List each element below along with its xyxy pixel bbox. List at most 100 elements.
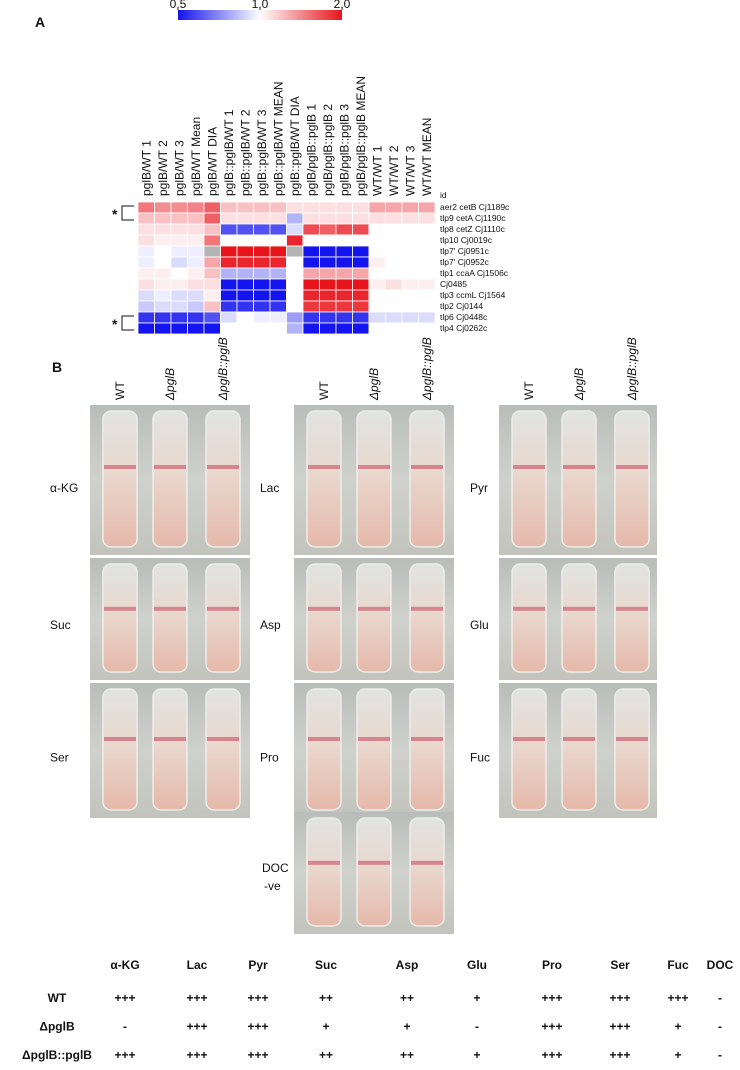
heatmap-cell (253, 278, 271, 291)
heatmap-cell (236, 245, 254, 258)
tube (356, 688, 392, 811)
table-cell: +++ (186, 1020, 207, 1034)
strain-label: ΔpglB (163, 368, 177, 401)
heatmap-cell (187, 234, 205, 247)
heatmap-cell (352, 256, 370, 269)
strain-label: WT (522, 381, 536, 400)
heatmap-cell (187, 212, 205, 225)
heatmap-cell (368, 256, 386, 269)
substrate-label: Ser (50, 750, 69, 764)
heatmap-cell (352, 201, 370, 214)
tube (102, 563, 138, 673)
heatmap-cell (253, 245, 271, 258)
heatmap-cell (137, 234, 155, 247)
column-label: pglB/WT 3 (172, 140, 186, 196)
heatmap-cell (319, 256, 337, 269)
heatmap-cell (203, 300, 221, 313)
heatmap-cell (352, 245, 370, 258)
table-cell: + (322, 1020, 329, 1034)
heatmap-cell (385, 256, 403, 269)
table-cell: +++ (541, 1048, 562, 1062)
table-cell: - (718, 991, 722, 1005)
pink-band (513, 737, 545, 741)
heatmap-cell (319, 201, 337, 214)
heatmap-cell (220, 256, 238, 269)
missing-cell (203, 245, 221, 258)
heatmap-cell (203, 234, 221, 247)
heatmap-cell (269, 212, 287, 225)
heatmap-cell (137, 267, 155, 280)
heatmap-cell (170, 223, 188, 236)
heatmap-cell (170, 267, 188, 280)
heatmap-cell (401, 223, 419, 236)
column-label: pglB/WT Mean (189, 117, 203, 196)
tube (306, 688, 342, 811)
heatmap-cell (418, 201, 436, 214)
heatmap-cell (154, 223, 172, 236)
heatmap-cell (286, 223, 304, 236)
heatmap-cell (401, 322, 419, 335)
heatmap-cell (286, 212, 304, 225)
table-cell: ++ (400, 1048, 414, 1062)
heatmap-cell (368, 201, 386, 214)
heatmap-cell (335, 245, 353, 258)
pink-band (207, 606, 239, 611)
heatmap-cell (319, 311, 337, 324)
heatmap-cell (286, 289, 304, 302)
heatmap-cell (236, 278, 254, 291)
id-label: id (440, 190, 447, 200)
heatmap-cell (352, 300, 370, 313)
heatmap-cell (269, 311, 287, 324)
heatmap-cell (286, 300, 304, 313)
heatmap-cell (385, 201, 403, 214)
heatmap-cell (335, 234, 353, 247)
heatmap-cell (170, 212, 188, 225)
table-cell: + (473, 1048, 480, 1062)
table-header: Fuc (667, 958, 689, 972)
tube (306, 563, 342, 673)
tube (356, 817, 392, 927)
table-cell: +++ (609, 1020, 630, 1034)
pink-band (104, 737, 136, 741)
table-header: Pro (542, 958, 562, 972)
heatmap-cell (203, 289, 221, 302)
column-label: pglB::pglB/WT MEAN (271, 82, 285, 196)
heatmap-cell (335, 289, 353, 302)
substrate-label: Lac (260, 481, 279, 495)
tube (511, 410, 547, 548)
column-label: pglB/WT 2 (156, 140, 170, 196)
heatmap-cell (203, 212, 221, 225)
heatmap-cell (385, 245, 403, 258)
table-header: α-KG (110, 958, 139, 972)
pink-band (513, 606, 545, 611)
heatmap-cell (253, 223, 271, 236)
heatmap-cell (401, 300, 419, 313)
row-label: tlp6 Cj0448c (440, 312, 488, 322)
heatmap-cell (302, 234, 320, 247)
heatmap-cell (220, 278, 238, 291)
heatmap-cell (137, 212, 155, 225)
row-label: tlp8 cetZ Cj1110c (440, 224, 506, 234)
table-header: Suc (315, 958, 337, 972)
table-cell: +++ (609, 991, 630, 1005)
column-label: pglB/pglB::pglB 3 (337, 104, 351, 196)
heatmap-cell (170, 311, 188, 324)
heatmap-cell (319, 322, 337, 335)
tube (356, 563, 392, 673)
strain-label: ΔpglB::pglB (216, 337, 230, 401)
heatmap-cell (335, 212, 353, 225)
control-label: DOC (262, 861, 289, 875)
significance-mark: * (112, 316, 118, 332)
heatmap-cell (253, 289, 271, 302)
control-label: -ve (264, 879, 281, 893)
heatmap-cell (335, 267, 353, 280)
heatmap-cell (203, 201, 221, 214)
heatmap-cell (269, 234, 287, 247)
heatmap-cell (302, 223, 320, 236)
heatmap-cell (220, 245, 238, 258)
heatmap-cell (187, 278, 205, 291)
heatmap-cell (418, 245, 436, 258)
heatmap-cell (286, 267, 304, 280)
heatmap-cell (236, 212, 254, 225)
